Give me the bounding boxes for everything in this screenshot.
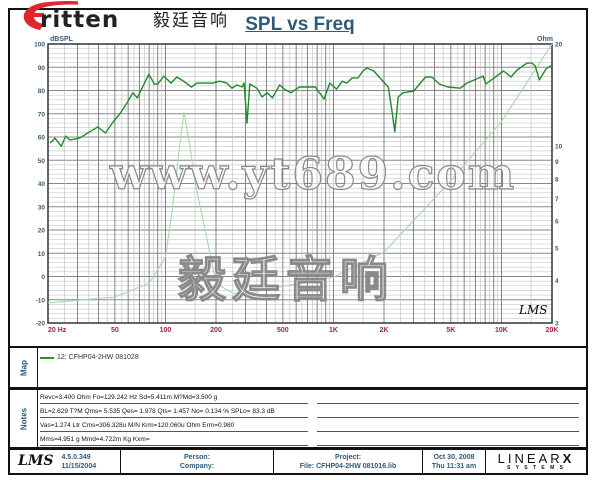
legend-swatch — [40, 356, 54, 359]
project: Project: — [334, 453, 362, 461]
left-tick-label: 70 — [38, 111, 46, 118]
right-tick-label: 3 — [555, 321, 559, 328]
right-tick-label: 20 — [555, 42, 563, 49]
spl-curve — [49, 62, 552, 147]
software-info: LMS 4.5.0.349 11/15/2004 — [10, 450, 121, 473]
left-tick-label: 10 — [38, 251, 46, 258]
footer: LMS 4.5.0.349 11/15/2004 Person: Company:… — [8, 448, 588, 475]
left-axis-label: dBSPL — [50, 36, 73, 43]
time: Thu 11:31 am — [431, 462, 477, 470]
linearx-logo: LINEARX S Y S T E M S — [486, 450, 586, 473]
x-tick-label: 500 — [277, 327, 289, 334]
logo-text: ritten — [40, 7, 120, 33]
map-panel: Map 12: CFHP04-2HW 081028 — [8, 346, 588, 389]
right-tick-label: 10 — [555, 143, 563, 150]
right-tick-label: 5 — [555, 245, 559, 252]
note-rule — [317, 408, 579, 418]
x-tick-label: 5K — [446, 327, 455, 334]
left-tick-label: 100 — [34, 42, 45, 49]
date: Oct 30, 2008 — [433, 453, 475, 461]
left-tick-label: 80 — [38, 88, 46, 95]
project-info: Project: File: CFHP04-2HW 081016.lib — [274, 450, 423, 473]
note-line: Mms=4.951 g Mmd=4.722m Kg Kxm= — [40, 436, 308, 446]
legend-label: 12: CFHP04-2HW 081028 — [57, 354, 139, 361]
note-line: Vas=1.274 Ltr Cms=306.328u M/N Krm=120.0… — [40, 422, 308, 432]
note-rule — [317, 394, 579, 404]
lms-plot-mark: LMS — [519, 303, 548, 317]
right-axis-label: Ohm — [537, 36, 553, 43]
x-tick-label: 1K — [329, 327, 338, 334]
version: 4.5.0.349 — [61, 453, 91, 461]
right-tick-label: 8 — [555, 176, 559, 183]
left-tick-label: -20 — [36, 321, 46, 328]
right-tick-label: 7 — [555, 196, 559, 203]
brand-x: X — [562, 450, 575, 466]
logo-chinese: 毅廷音响 — [153, 11, 229, 30]
left-tick-label: 90 — [38, 65, 46, 72]
plot-border — [47, 43, 553, 324]
right-tick-label: 4 — [555, 278, 559, 285]
note-rule — [317, 422, 579, 432]
legend-item: 12: CFHP04-2HW 081028 — [40, 354, 139, 361]
logo-swoosh-icon — [23, 1, 78, 30]
x-tick-label: 50 — [111, 327, 119, 334]
x-tick-label: 100 — [160, 327, 172, 334]
x-tick-label: 20 Hz — [48, 327, 67, 334]
x-tick-label: 200 — [210, 327, 222, 334]
person: Person: — [183, 453, 211, 461]
file-name: File: CFHP04-2HW 081016.lib — [299, 462, 397, 470]
x-tick-label: 2K — [380, 327, 389, 334]
x-tick-label: 10K — [495, 327, 508, 334]
notes-label: Notes — [19, 407, 28, 430]
company: Company: — [179, 462, 215, 470]
right-tick-label: 6 — [555, 219, 559, 226]
person-info: Person: Company: — [121, 450, 274, 473]
brand-logo: ritten 毅廷音响 — [18, 0, 258, 36]
left-tick-label: 50 — [38, 158, 46, 165]
build-date: 11/15/2004 — [61, 462, 97, 470]
impedance-curve — [47, 43, 553, 304]
brand-sub: S Y S T E M S — [506, 464, 566, 471]
brand-name: LINEAR — [497, 450, 563, 466]
left-tick-label: 60 — [38, 135, 46, 142]
note-rule — [317, 436, 579, 446]
left-tick-label: 40 — [38, 181, 46, 188]
right-tick-label: 9 — [555, 159, 559, 166]
map-label: Map — [19, 359, 28, 376]
left-tick-label: 0 — [41, 274, 45, 281]
date-info: Oct 30, 2008 Thu 11:31 am — [423, 450, 486, 473]
left-tick-label: -10 — [36, 297, 46, 304]
lms-logo: LMS — [18, 453, 54, 469]
chart-title: SPL vs Freq — [245, 14, 355, 35]
note-line: BL=2.629 T?M Qms= 5.535 Qes= 1.978 Qts= … — [40, 408, 308, 418]
left-tick-label: 20 — [38, 228, 46, 235]
x-tick-label: 20K — [546, 327, 559, 334]
notes-panel: Notes Revc=3.400 Ohm Fo=129.242 Hz Sd=5.… — [8, 388, 588, 449]
spl-chart: 20 Hz 50 100 200 500 1K 2K 5K 10K 20K100908070605… — [34, 42, 563, 335]
left-tick-label: 30 — [38, 204, 46, 211]
note-line: Revc=3.400 Ohm Fo=129.242 Hz Sd=5.411m M… — [40, 394, 308, 404]
